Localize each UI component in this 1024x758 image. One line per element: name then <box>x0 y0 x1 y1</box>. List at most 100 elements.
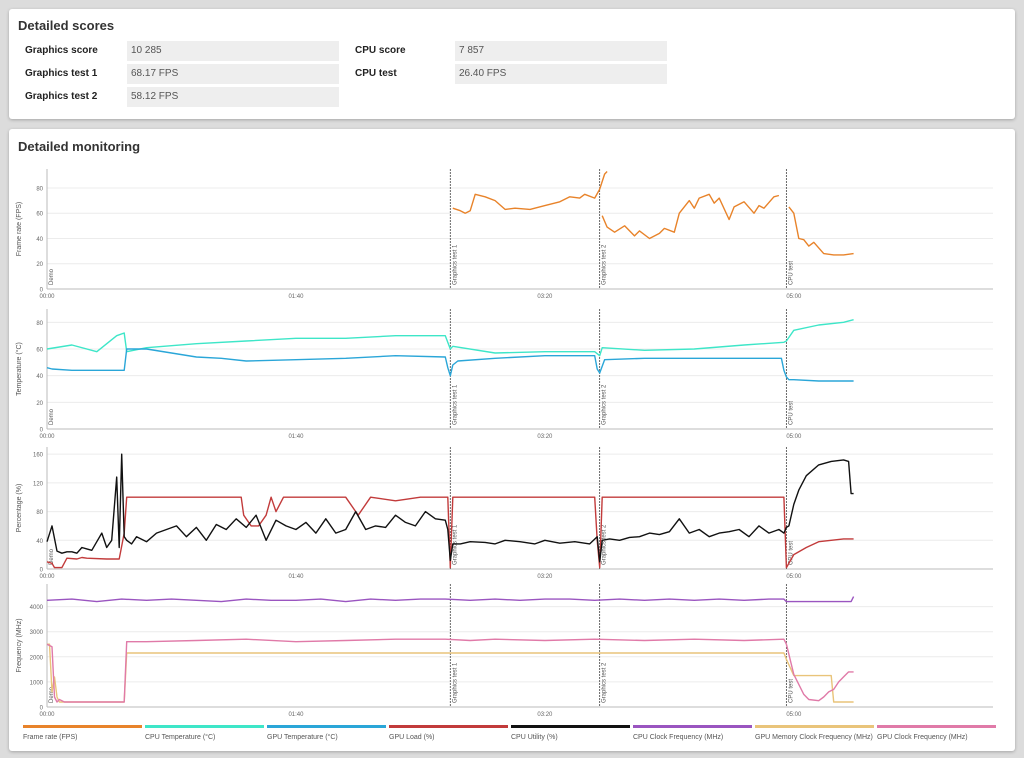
x-tick-label: 00:00 <box>39 294 55 300</box>
detailed-scores-panel: Detailed scores Graphics score 10 285 Gr… <box>9 9 1015 119</box>
legend-item[interactable]: GPU Memory Clock Frequency (MHz) <box>755 725 874 741</box>
y-tick-label: 60 <box>36 348 43 354</box>
y-tick-label: 2000 <box>30 655 44 661</box>
x-tick-label: 03:20 <box>537 294 553 300</box>
legend-label: CPU Clock Frequency (MHz) <box>633 734 724 741</box>
legend-item[interactable]: GPU Load (%) <box>389 725 508 741</box>
scores-title: Detailed scores <box>18 18 115 33</box>
test-marker-label: CPU test <box>788 401 794 425</box>
legend-label: CPU Temperature (°C) <box>145 734 216 741</box>
series-line <box>788 206 854 256</box>
y-tick-label: 0 <box>40 428 44 434</box>
x-tick-label: 00:00 <box>39 712 55 718</box>
legend-swatch <box>755 725 874 728</box>
graphics-test-2-label: Graphics test 2 <box>25 91 98 102</box>
y-tick-label: 0 <box>40 288 44 294</box>
y-tick-label: 4000 <box>30 605 44 611</box>
detailed-monitoring-panel: Detailed monitoring 0 20 40 60 80 00:00 01:40 0… <box>9 129 1015 751</box>
series-line <box>46 596 855 603</box>
test-marker-label: Graphics test 2 <box>602 244 608 285</box>
y-tick-label: 120 <box>33 481 44 487</box>
legend-swatch <box>877 725 996 728</box>
x-tick-label: 03:20 <box>537 712 553 718</box>
y-tick-label: 80 <box>36 510 43 516</box>
y-tick-label: 40 <box>36 374 43 380</box>
series-line <box>46 638 854 703</box>
x-tick-label: 01:40 <box>288 712 304 718</box>
test-marker-label: Graphics test 2 <box>602 662 608 703</box>
legend-item[interactable]: CPU Clock Frequency (MHz) <box>633 725 752 741</box>
y-tick-label: 0 <box>40 568 44 574</box>
cpu-test-value: 26.40 FPS <box>455 64 667 84</box>
y-axis-label: Temperature (°C) <box>15 342 23 396</box>
test-marker-label: Graphics test 2 <box>602 384 608 425</box>
legend-swatch <box>23 725 142 728</box>
y-tick-label: 0 <box>40 706 44 712</box>
graphics-score-value: 10 285 <box>127 41 339 61</box>
test-marker-label: CPU test <box>788 261 794 285</box>
legend-item[interactable]: GPU Clock Frequency (MHz) <box>877 725 996 741</box>
x-tick-label: 03:20 <box>537 574 553 580</box>
x-tick-label: 05:00 <box>786 434 802 440</box>
series-line <box>452 171 608 214</box>
legend-swatch <box>389 725 508 728</box>
monitoring-title: Detailed monitoring <box>18 139 141 154</box>
test-marker-label: Graphics test 1 <box>452 244 458 285</box>
y-tick-label: 160 <box>33 453 44 459</box>
y-tick-label: 80 <box>36 321 43 327</box>
legend-item[interactable]: CPU Utility (%) <box>511 725 630 741</box>
series-line <box>46 319 854 357</box>
y-axis-label: Frame rate (FPS) <box>16 202 23 256</box>
test-marker-label: Demo <box>49 268 55 285</box>
y-axis-label: Frequency (MHz) <box>16 618 23 672</box>
legend-item[interactable]: GPU Temperature (°C) <box>267 725 386 741</box>
legend-label: CPU Utility (%) <box>511 734 558 741</box>
test-marker-label: Demo <box>49 408 55 425</box>
x-tick-label: 05:00 <box>786 574 802 580</box>
series-line <box>47 643 854 703</box>
legend-label: GPU Load (%) <box>389 734 435 741</box>
test-marker-label: CPU test <box>788 541 794 565</box>
y-tick-label: 40 <box>36 237 43 243</box>
monitoring-charts: 0 20 40 60 80 00:00 01:40 03:20 05:00 Frame rate … <box>15 169 993 718</box>
graphics-test-2-value: 58.12 FPS <box>127 87 339 107</box>
x-tick-label: 00:00 <box>39 574 55 580</box>
legend-label: GPU Memory Clock Frequency (MHz) <box>755 734 873 741</box>
test-marker-label: Demo <box>49 686 55 703</box>
y-tick-label: 20 <box>36 401 43 407</box>
x-tick-label: 01:40 <box>288 294 304 300</box>
test-marker-label: Graphics test 1 <box>452 384 458 425</box>
legend-swatch <box>633 725 752 728</box>
y-tick-label: 80 <box>36 186 43 192</box>
legend-item[interactable]: CPU Temperature (°C) <box>145 725 264 741</box>
y-tick-label: 40 <box>36 539 43 545</box>
test-marker-label: CPU test <box>788 679 794 703</box>
y-axis-label: Percentage (%) <box>16 484 23 533</box>
series-line <box>601 193 780 240</box>
cpu-test-label: CPU test <box>355 68 397 79</box>
legend-swatch <box>267 725 386 728</box>
y-tick-label: 1000 <box>30 680 44 686</box>
legend-item[interactable]: Frame rate (FPS) <box>23 725 142 741</box>
legend-label: Frame rate (FPS) <box>23 734 78 741</box>
graphics-test-1-value: 68.17 FPS <box>127 64 339 84</box>
x-tick-label: 03:20 <box>537 434 553 440</box>
y-tick-label: 60 <box>36 212 43 218</box>
legend-swatch <box>511 725 630 728</box>
test-marker-label: Graphics test 2 <box>602 524 608 565</box>
series-line <box>46 348 854 382</box>
test-marker-label: Graphics test 1 <box>452 662 458 703</box>
series-line <box>46 453 854 563</box>
legend-swatch <box>145 725 264 728</box>
x-tick-label: 01:40 <box>288 574 304 580</box>
cpu-score-label: CPU score <box>355 45 406 56</box>
y-tick-label: 3000 <box>30 630 44 636</box>
x-tick-label: 00:00 <box>39 434 55 440</box>
legend-label: GPU Temperature (°C) <box>267 734 338 741</box>
y-tick-label: 20 <box>36 262 43 268</box>
graphics-test-1-label: Graphics test 1 <box>25 68 98 79</box>
x-tick-label: 01:40 <box>288 434 304 440</box>
legend-label: GPU Clock Frequency (MHz) <box>877 734 968 741</box>
series-line <box>46 496 854 569</box>
cpu-score-value: 7 857 <box>455 41 667 61</box>
